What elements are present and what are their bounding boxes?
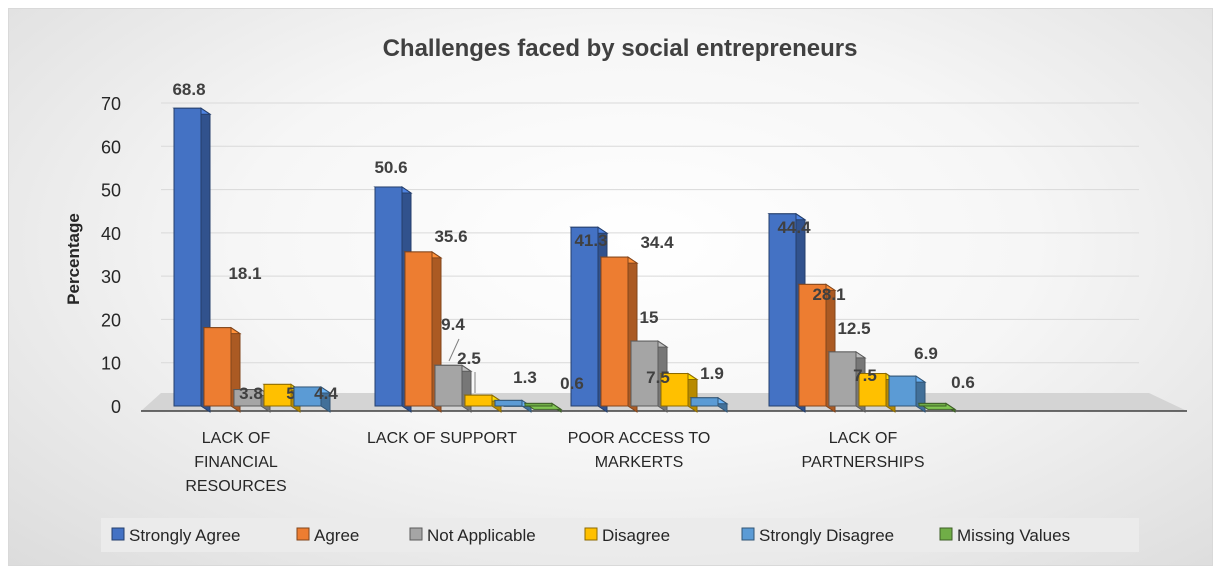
data-label: 18.1 — [228, 264, 261, 283]
data-label: 4.4 — [314, 384, 338, 403]
legend-item-label: Strongly Agree — [129, 526, 241, 545]
bar-group — [797, 283, 837, 413]
bar — [494, 399, 523, 407]
bar — [263, 383, 292, 407]
bar — [233, 389, 262, 407]
bar-group — [292, 386, 332, 413]
legend-item-label: Strongly Disagree — [759, 526, 894, 545]
data-label: 3.8 — [239, 384, 263, 403]
bar-group — [202, 326, 242, 413]
bar-group — [373, 186, 413, 413]
data-label: 35.6 — [434, 227, 467, 246]
bar-group — [659, 372, 699, 413]
data-label: 34.4 — [640, 233, 674, 252]
data-label: 50.6 — [374, 158, 407, 177]
legend-swatch — [296, 527, 310, 541]
bar — [630, 340, 659, 407]
bar-group — [689, 396, 729, 413]
bar — [464, 394, 493, 407]
bar — [768, 213, 797, 407]
bar — [404, 251, 433, 407]
chart-area: Challenges faced by social entrepreneurs… — [8, 8, 1213, 566]
data-label: 1.3 — [513, 368, 537, 387]
bar — [524, 402, 553, 407]
category-label: LACK OF SUPPORT — [367, 430, 517, 447]
data-label: 7.5 — [646, 368, 670, 387]
data-label: 6.9 — [914, 344, 938, 363]
category-label: MARKERTS — [595, 454, 684, 471]
leader-line — [448, 338, 460, 362]
legend-swatch — [111, 527, 125, 541]
bar — [203, 327, 232, 407]
category-label: LACK OF — [202, 430, 271, 447]
legend-swatch — [939, 527, 953, 541]
data-label: 41.3 — [574, 231, 607, 250]
bar — [374, 186, 403, 407]
legend-item-label: Missing Values — [957, 526, 1070, 545]
bar-group — [433, 364, 473, 413]
data-label: 44.4 — [777, 218, 811, 237]
y-tick-label: 30 — [101, 267, 121, 287]
y-tick-label: 50 — [101, 181, 121, 201]
category-label: POOR ACCESS TO — [568, 430, 711, 447]
data-label: 1.9 — [700, 364, 724, 383]
category-label: RESOURCES — [185, 478, 286, 495]
chart-svg: Challenges faced by social entrepreneurs… — [64, 35, 1187, 552]
bar — [888, 375, 917, 407]
y-tick-label: 0 — [111, 397, 121, 417]
category-label: LACK OF — [829, 430, 898, 447]
bar — [918, 402, 947, 407]
y-tick-label: 20 — [101, 310, 121, 330]
data-label: 7.5 — [853, 366, 877, 385]
bar — [690, 397, 719, 407]
bar-group — [523, 402, 563, 413]
category-label: FINANCIAL — [194, 454, 278, 471]
y-tick-label: 70 — [101, 94, 121, 114]
bar — [293, 386, 322, 407]
legend — [101, 518, 1139, 552]
data-label: 28.1 — [812, 285, 845, 304]
y-tick-label: 60 — [101, 137, 121, 157]
legend-swatch — [584, 527, 598, 541]
legend-swatch — [741, 527, 755, 541]
category-label: PARTNERSHIPS — [802, 454, 925, 471]
bar — [173, 107, 202, 407]
y-tick-label: 10 — [101, 354, 121, 374]
bar-group — [917, 402, 957, 413]
chart-title: Challenges faced by social entrepreneurs — [383, 35, 858, 62]
bar — [660, 373, 689, 407]
bar — [858, 373, 887, 407]
legend-swatch — [409, 527, 423, 541]
data-label: 5 — [286, 384, 295, 403]
data-label: 2.5 — [457, 349, 481, 368]
data-label: 0.6 — [560, 374, 584, 393]
data-label: 12.5 — [837, 319, 870, 338]
bar — [570, 226, 599, 407]
legend-item-label: Not Applicable — [427, 526, 536, 545]
legend-item-label: Agree — [314, 526, 359, 545]
y-tick-label: 40 — [101, 224, 121, 244]
bar-group — [463, 394, 503, 413]
data-label: 68.8 — [172, 80, 205, 99]
bar — [434, 364, 463, 407]
y-axis-title: Percentage — [64, 213, 83, 305]
bar — [828, 351, 857, 407]
bar — [600, 256, 629, 407]
data-label: 9.4 — [441, 315, 465, 334]
bar — [798, 283, 827, 407]
data-label: 0.6 — [951, 373, 975, 392]
legend-item-label: Disagree — [602, 526, 670, 545]
data-label: 15 — [640, 308, 659, 327]
